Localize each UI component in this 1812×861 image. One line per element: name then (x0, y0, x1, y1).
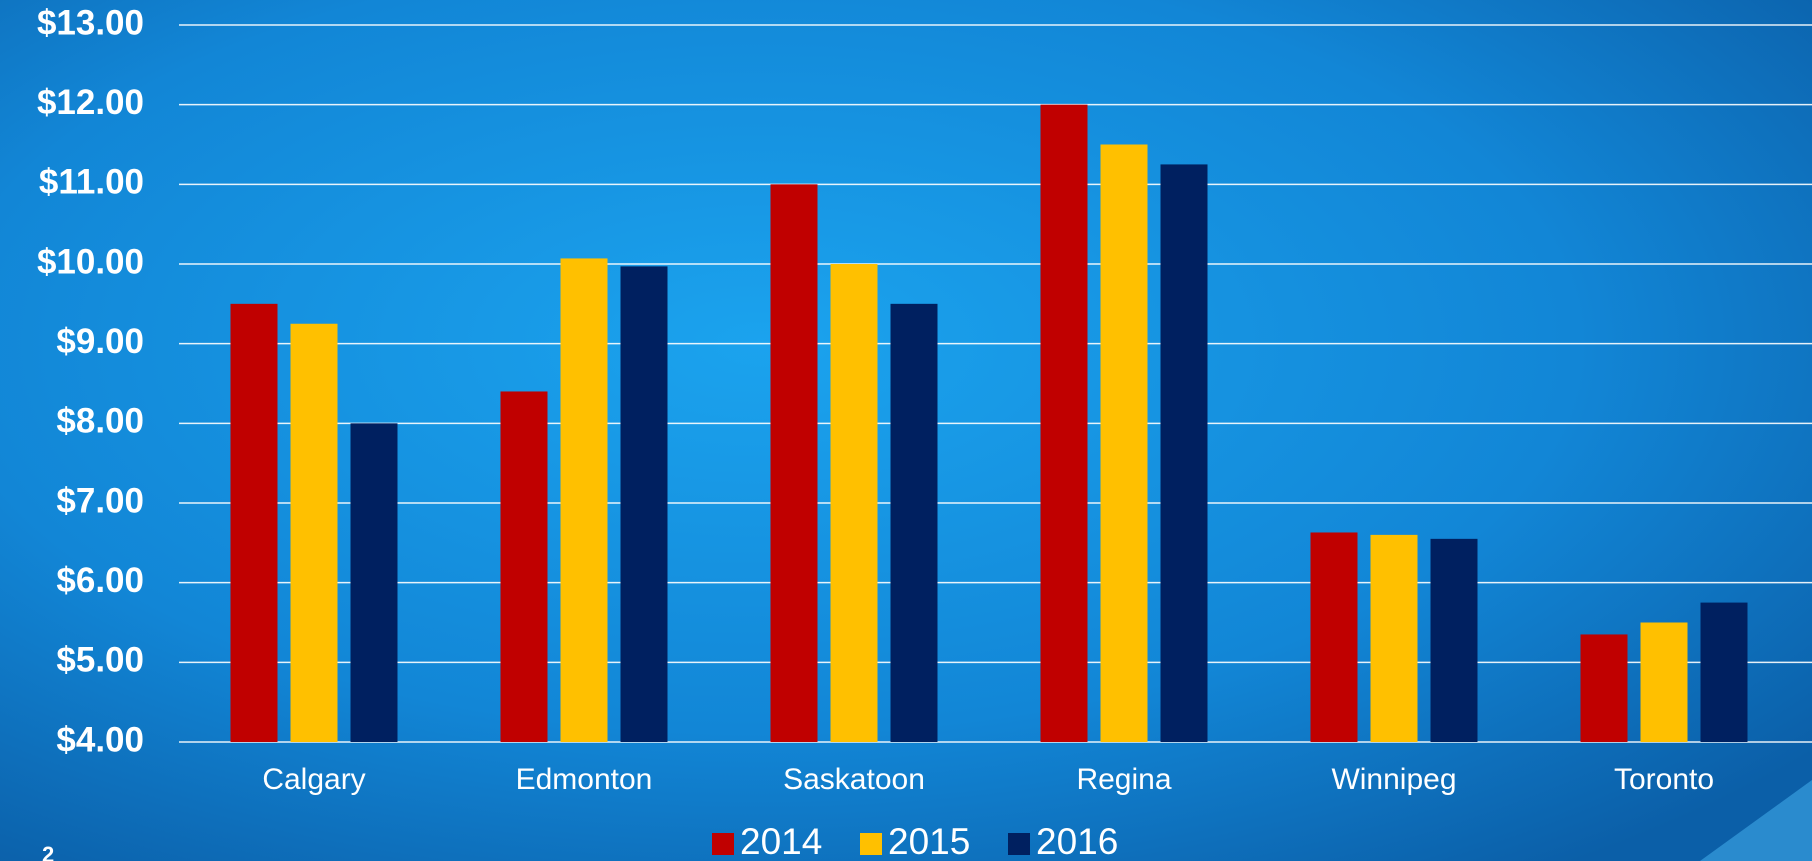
bar (830, 264, 878, 742)
bar (620, 266, 668, 742)
legend-label: 2015 (888, 821, 970, 861)
x-tick-label: Winnipeg (1331, 763, 1456, 796)
legend-swatch (860, 833, 882, 855)
bar (1700, 602, 1748, 742)
bar (500, 391, 548, 742)
y-tick-label: $10.00 (37, 242, 144, 281)
bar (1160, 164, 1208, 742)
x-tick-label: Regina (1076, 763, 1171, 796)
y-tick-label: $7.00 (56, 481, 144, 520)
x-tick-label: Saskatoon (783, 763, 925, 796)
slide-number: 2 (42, 842, 54, 861)
y-tick-label: $6.00 (56, 561, 144, 600)
bar (560, 258, 608, 742)
legend-label: 2014 (740, 821, 822, 861)
legend-label: 2016 (1036, 821, 1118, 861)
bar (350, 423, 398, 742)
bar (1580, 634, 1628, 742)
x-tick-label: Calgary (262, 763, 365, 796)
bar (770, 184, 818, 743)
bar (1370, 534, 1418, 742)
x-tick-label: Toronto (1614, 763, 1714, 796)
y-tick-label: $9.00 (56, 322, 144, 361)
bar (1640, 622, 1688, 742)
bar (1430, 538, 1478, 742)
y-tick-label: $13.00 (37, 3, 144, 42)
legend-swatch (1008, 833, 1030, 855)
legend-swatch (712, 833, 734, 855)
decoration (1700, 780, 1812, 861)
bar (1100, 144, 1148, 742)
bar (890, 303, 938, 742)
y-tick-label: $12.00 (37, 83, 144, 122)
y-tick-label: $5.00 (56, 641, 144, 680)
bar (1310, 532, 1358, 742)
y-tick-label: $11.00 (39, 163, 144, 202)
x-tick-label: Edmonton (516, 763, 653, 796)
bar (1040, 104, 1088, 742)
y-tick-label: $4.00 (56, 720, 144, 759)
y-tick-label: $8.00 (56, 402, 144, 441)
bar (290, 323, 338, 742)
bar (230, 303, 278, 742)
